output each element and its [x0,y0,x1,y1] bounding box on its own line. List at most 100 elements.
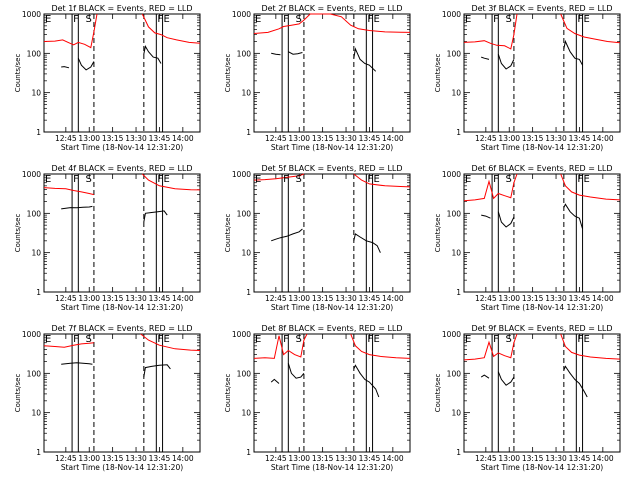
phase-marker-label: E [584,174,590,185]
y-tick-label: 100 [27,209,42,218]
lld-series-line [253,13,411,34]
x-axis-label: Start Time (18-Nov-14 12:31:20) [61,463,183,472]
phase-marker-label: F [493,174,499,185]
lld-series-line [353,173,411,188]
lld-series-line [463,333,518,361]
x-tick-label: 13:00 [498,294,520,303]
x-tick-label: 13:15 [312,454,334,463]
events-series-line [143,45,162,64]
lld-series-line [43,342,94,348]
x-tick-label: 12:45 [475,454,497,463]
x-tick-label: 13:00 [78,294,100,303]
x-tick-label: 12:45 [475,134,497,143]
x-tick-label: 12:45 [55,134,77,143]
x-tick-label: 13:45 [149,454,171,463]
x-tick-label: 14:00 [172,454,194,463]
x-tick-label: 14:00 [382,294,404,303]
x-axis-label: Start Time (18-Nov-14 12:31:20) [481,303,603,312]
events-series-line [497,211,515,228]
x-tick-label: 13:15 [102,134,124,143]
detector-panel-1: Det 1f BLACK = Events, RED = LLD 1 10 100 10… [14,4,201,152]
x-tick-label: 14:00 [172,294,194,303]
x-tick-label: 14:00 [592,294,614,303]
panel-title: Det 8f BLACK = Events, RED = LLD [261,324,402,333]
x-tick-label: 13:45 [359,134,381,143]
x-tick-label: 13:30 [125,294,147,303]
y-tick-label: 10 [451,249,461,258]
events-series-line [497,54,515,70]
lld-series-line [463,173,518,202]
events-series-line [497,371,515,386]
x-tick-label: 13:30 [125,134,147,143]
phase-marker-label: F [157,334,163,345]
phase-marker-label: F [577,14,583,25]
y-tick-label: 100 [237,49,252,58]
x-tick-label: 13:15 [312,134,334,143]
phase-marker-label: S [506,334,512,345]
detector-panel-6: Det 6f BLACK = Events, RED = LLD 1 10 100 10… [434,164,621,312]
phase-marker-label: F [73,174,79,185]
lld-series-line [350,333,411,359]
lld-series-line [560,333,621,360]
events-series-line [61,66,70,69]
events-series-line [481,56,490,60]
y-axis-label: Counts/sec [224,374,232,413]
plot-frame [43,333,201,453]
y-axis-label: Counts/sec [224,214,232,253]
x-tick-label: 13:00 [78,454,100,463]
events-series-line [143,364,171,378]
x-axis-label: Start Time (18-Nov-14 12:31:20) [481,143,603,152]
phase-marker-label: E [374,174,380,185]
phase-marker-label: F [493,14,499,25]
y-tick-label: 1 [36,128,41,137]
y-tick-label: 100 [27,49,42,58]
plot-frame [463,13,621,133]
y-axis-label: Counts/sec [14,374,22,413]
panel-title: Det 2f BLACK = Events, RED = LLD [261,4,402,13]
y-tick-label: 10 [241,89,251,98]
y-tick-label: 10 [31,249,41,258]
x-tick-label: 13:30 [125,454,147,463]
x-tick-label: 12:45 [55,294,77,303]
phase-marker-label: F [157,14,163,25]
x-tick-label: 13:30 [545,454,567,463]
detector-panel-8: Det 8f BLACK = Events, RED = LLD 1 10 100 10… [224,324,411,472]
events-series-line [270,378,280,384]
events-series-line [563,39,584,66]
phase-marker-label: F [577,334,583,345]
phase-marker-label: E [164,334,170,345]
x-tick-label: 14:00 [592,134,614,143]
lld-series-line [140,333,201,351]
lld-series-line [253,173,305,181]
phase-marker-label: E [45,334,51,345]
y-tick-label: 1 [456,288,461,297]
phase-marker-label: S [296,174,302,185]
y-axis-label: Counts/sec [434,54,442,93]
y-tick-label: 1000 [442,330,461,339]
phase-marker-label: F [367,14,373,25]
x-tick-label: 13:15 [102,454,124,463]
x-tick-label: 13:00 [288,454,310,463]
y-tick-label: 1000 [232,330,251,339]
y-tick-label: 10 [451,89,461,98]
x-tick-label: 14:00 [382,134,404,143]
lld-series-line [141,13,201,44]
y-tick-label: 100 [447,369,462,378]
x-tick-label: 13:00 [498,134,520,143]
x-axis-label: Start Time (18-Nov-14 12:31:20) [271,463,393,472]
y-tick-label: 1 [246,128,251,137]
phase-marker-label: F [157,174,163,185]
events-series-line [563,365,588,398]
y-tick-label: 1 [246,288,251,297]
x-tick-label: 13:45 [359,294,381,303]
x-tick-label: 13:45 [569,134,591,143]
phase-marker-label: E [255,174,261,185]
events-series-line [61,362,93,365]
y-tick-label: 10 [31,409,41,418]
events-series-line [271,228,303,242]
phase-marker-label: E [255,14,261,25]
phase-marker-label: E [374,14,380,25]
x-axis-label: Start Time (18-Nov-14 12:31:20) [481,463,603,472]
phase-marker-label: S [296,14,302,25]
